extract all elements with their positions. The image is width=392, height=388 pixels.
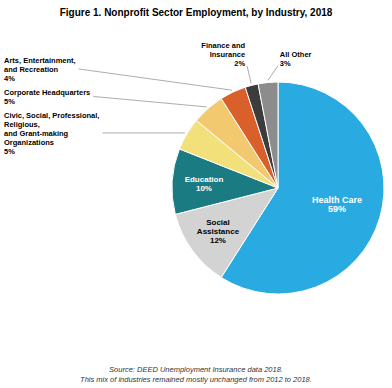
slice-value-label: 5% [4,147,15,156]
slice-label-line: All Other [280,50,312,59]
pie: Health Care59% SocialAssistance12% Educati… [172,82,384,294]
slice-label-line: Insurance [210,50,245,59]
slice-label: All Other3% [280,50,312,68]
leader-line [93,96,206,106]
pie-slice [258,82,278,188]
leader-line [268,66,278,80]
slice-label-line: Corporate Headquarters [4,88,90,97]
slice-value-label: 4% [4,74,15,83]
slice-value-label: 12% [210,236,226,245]
slice-label-line: Arts, Entertainment, [4,56,76,65]
source-note: This mix of industries remained mostly u… [80,375,312,384]
source-note: Source: DEED Unemployment Insurance data… [109,365,283,374]
slice-label-line: Education [185,175,224,184]
title: Figure 1. Nonprofit Sector Employment, b… [60,7,333,18]
slice-label: Health Care59% [312,195,362,214]
slice-label-line: Finance and [201,41,245,50]
slice-value-label: 2% [234,59,245,68]
slice-label-line: and Grant-making [4,129,69,138]
slice-label-line: Assistance [197,227,240,236]
leader-line [247,66,251,83]
slice-label: SocialAssistance12% [197,218,240,245]
slice-label-line: Civic, Social, Professional, [4,111,99,120]
slice-label: Corporate Headquarters5% [4,88,90,106]
slice-label-line: Social [206,218,230,227]
leader-line [102,132,184,133]
slice-label-line: and Recreation [4,65,59,74]
outside-labels: Civic, Social, Professional,Religious,an… [4,41,312,155]
slice-label-line: Organizations [4,138,54,147]
slice-label: Arts, Entertainment,and Recreation4% [4,56,76,83]
slice-value-label: 3% [280,59,291,68]
slice-label-line: Religious, [4,120,40,129]
leader-line [79,69,232,90]
slice-label: Civic, Social, Professional,Religious,an… [4,111,99,156]
slice-label: Finance andInsurance2% [201,41,245,68]
slice-label: Education10% [185,175,224,193]
slice-value-label: 59% [328,204,346,214]
slice-value-label: 5% [4,97,15,106]
chart: Figure 1. Nonprofit Sector Employment, b… [0,0,392,388]
slice-value-label: 10% [196,184,212,193]
